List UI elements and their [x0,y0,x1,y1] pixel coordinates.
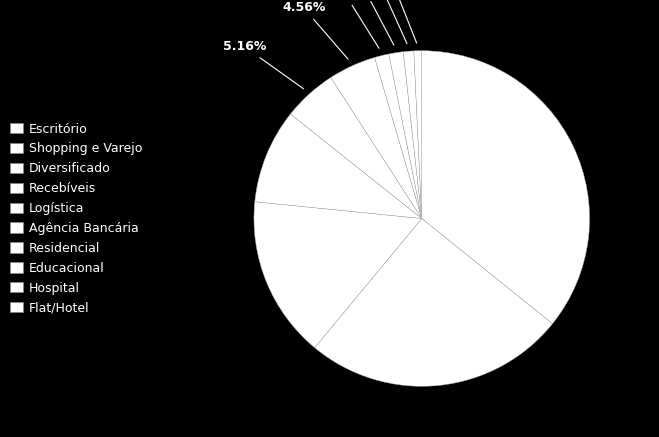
Wedge shape [374,54,422,218]
Text: 1.00%: 1.00% [360,0,407,44]
Text: 0.75%: 0.75% [373,0,416,43]
Wedge shape [315,218,552,386]
Legend: Escritório, Shopping e Varejo, Diversificado, Recebíveis, Logística, Agência Ban: Escritório, Shopping e Varejo, Diversifi… [6,119,146,318]
Text: 5.16%: 5.16% [223,40,304,89]
Text: 4.56%: 4.56% [282,1,348,59]
Wedge shape [255,114,422,218]
Text: 1.38%: 1.38% [343,0,394,45]
Wedge shape [389,52,422,218]
Wedge shape [403,51,422,218]
Wedge shape [291,77,422,218]
Wedge shape [422,51,590,324]
Wedge shape [254,202,422,348]
Wedge shape [331,57,422,218]
Wedge shape [414,51,422,218]
Text: 1.38%: 1.38% [323,0,379,49]
